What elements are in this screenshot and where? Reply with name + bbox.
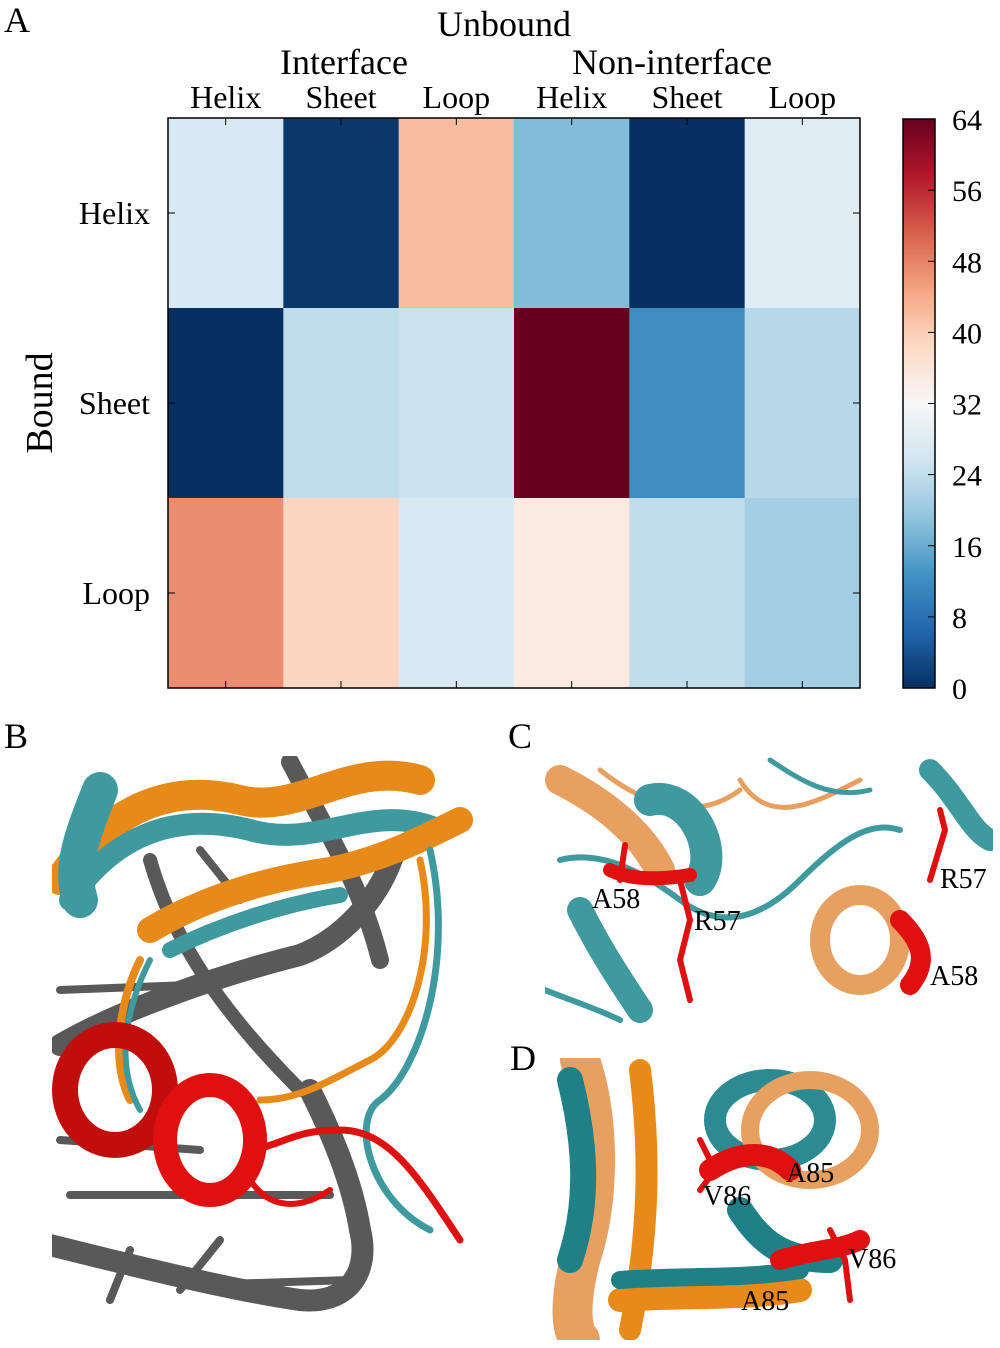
heatmap-cell-r1-c3 xyxy=(514,308,630,499)
colorbar-tick-label: 64 xyxy=(952,104,982,137)
x-tick-labels: Helix Sheet Loop Helix Sheet Loop xyxy=(190,79,836,115)
x-tick-label: Loop xyxy=(769,79,837,115)
y-tick-label: Sheet xyxy=(79,385,150,421)
heatmap-cell-r1-c4 xyxy=(629,308,746,499)
x-tick-label: Helix xyxy=(190,79,261,115)
structure-panel-c: A58 R57 R57 A58 xyxy=(545,756,993,1026)
colorbar-tick-label: 0 xyxy=(952,673,967,706)
x-group-label-non-interface: Non-interface xyxy=(572,42,772,82)
heatmap-cell-r2-c1 xyxy=(283,498,400,689)
colorbar-tick-label: 8 xyxy=(952,602,967,635)
residue-label: R57 xyxy=(940,864,987,895)
heatmap-cell-r1-c2 xyxy=(398,308,515,499)
heatmap-cell-r0-c5 xyxy=(744,118,861,309)
residue-label: V86 xyxy=(848,1244,896,1275)
panel-label-a: A xyxy=(4,0,30,40)
panel-label-c: C xyxy=(508,716,532,756)
y-axis-label: Bound xyxy=(19,352,61,453)
colorbar-tick-label: 48 xyxy=(952,246,982,279)
heatmap-cell-r1-c5 xyxy=(744,308,861,499)
heatmap-cells xyxy=(168,118,861,689)
residue-label: A85 xyxy=(741,1286,789,1317)
x-tick-label: Sheet xyxy=(305,79,376,115)
protein-ribbons xyxy=(52,760,473,1234)
panel-label-b: B xyxy=(4,716,28,756)
x-tick-label: Sheet xyxy=(651,79,722,115)
heatmap-cell-r2-c3 xyxy=(514,498,630,689)
residue-label: A58 xyxy=(930,961,978,992)
red-helix xyxy=(52,1022,464,1244)
heatmap-cell-r0-c3 xyxy=(514,118,630,309)
heatmap-cell-r2-c2 xyxy=(398,498,515,689)
heatmap-cell-r0-c0 xyxy=(168,118,284,309)
x-group-label-interface: Interface xyxy=(280,42,408,82)
heatmap-cell-r1-c1 xyxy=(283,308,400,499)
x-tick-label: Helix xyxy=(536,79,607,115)
chart-title: Unbound xyxy=(437,4,571,44)
residue-label: A58 xyxy=(592,884,640,915)
heatmap-chart: Unbound Interface Non-interface Bound He… xyxy=(19,4,982,706)
heatmap-cell-r2-c5 xyxy=(744,498,861,689)
y-tick-label: Loop xyxy=(82,575,150,611)
colorbar-ticks: 0 8 16 24 32 40 48 56 64 xyxy=(928,104,982,706)
residue-label: A85 xyxy=(786,1158,834,1189)
heatmap-cell-r1-c0 xyxy=(168,308,284,499)
x-tick-label: Loop xyxy=(423,79,491,115)
panel-label-d: D xyxy=(510,1038,536,1078)
colorbar-tick-label: 24 xyxy=(952,460,982,493)
structure-panel-d: V86 A85 V86 A85 xyxy=(550,1058,910,1340)
y-tick-labels: Helix Sheet Loop xyxy=(79,195,150,611)
residue-label: V86 xyxy=(703,1181,751,1212)
residue-label: R57 xyxy=(694,906,741,937)
structure-panel-b xyxy=(52,756,474,1341)
heatmap-cell-r2-c0 xyxy=(168,498,284,689)
heatmap-cell-r0-c2 xyxy=(398,118,515,309)
colorbar-tick-label: 56 xyxy=(952,175,982,208)
heatmap-cell-r0-c1 xyxy=(283,118,400,309)
colorbar-tick-label: 16 xyxy=(952,531,982,564)
heatmap-cell-r2-c4 xyxy=(629,498,746,689)
colorbar-tick-label: 40 xyxy=(952,317,982,350)
heatmap-frame xyxy=(167,117,861,689)
tick-marks xyxy=(168,118,860,688)
y-tick-label: Helix xyxy=(79,195,150,231)
heatmap-cell-r0-c4 xyxy=(629,118,746,309)
colorbar-tick-label: 32 xyxy=(952,389,982,422)
